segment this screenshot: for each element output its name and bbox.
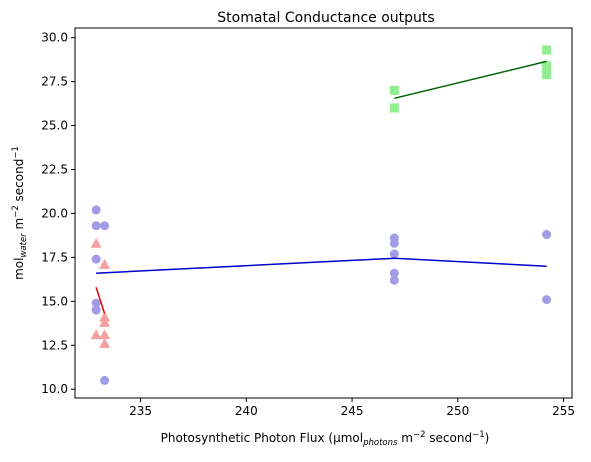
data-point-triangle — [99, 329, 111, 340]
data-point-circle — [389, 268, 399, 278]
x-tick-label: 245 — [341, 404, 364, 418]
x-axis-label: Photosynthetic Photon Flux (μmolphotons … — [161, 430, 490, 448]
x-tick-label: 240 — [235, 404, 258, 418]
data-point-square — [542, 70, 552, 80]
y-tick-label: 22.5 — [41, 162, 68, 176]
trend-line — [95, 287, 106, 314]
data-point-triangle — [99, 258, 111, 269]
data-point-square — [542, 45, 552, 55]
y-tick-label: 27.5 — [41, 75, 68, 89]
data-point-circle — [91, 221, 101, 231]
data-point-triangle — [90, 329, 102, 340]
data-point-circle — [100, 221, 110, 231]
data-point-circle — [389, 275, 399, 285]
data-point-circle — [389, 249, 399, 259]
data-point-triangle — [99, 316, 111, 327]
y-tick-label: 12.5 — [41, 338, 68, 352]
data-point-circle — [542, 230, 552, 240]
data-point-triangle — [90, 237, 102, 248]
y-tick-label: 30.0 — [41, 31, 68, 45]
data-point-square — [389, 103, 399, 113]
y-tick-label: 10.0 — [41, 382, 68, 396]
y-tick-label: 20.0 — [41, 206, 68, 220]
x-axis-ticks: 235 240 245 250 255 — [129, 398, 575, 418]
y-tick-label: 25.0 — [41, 119, 68, 133]
y-tick-label: 17.5 — [41, 250, 68, 264]
x-tick-label: 255 — [552, 404, 575, 418]
y-axis-label: molwater m−2 second−1 — [11, 146, 29, 280]
chart-title: Stomatal Conductance outputs — [217, 10, 434, 26]
data-point-square — [542, 61, 552, 71]
data-point-circle — [91, 305, 101, 315]
y-axis-ticks: 10.0 12.5 15.0 17.5 20.0 22.5 25.0 27.5 30.0 — [41, 31, 75, 396]
data-point-triangle — [99, 338, 111, 348]
x-tick-label: 235 — [129, 404, 152, 418]
plot-frame — [74, 27, 573, 399]
trend-line — [96, 257, 547, 274]
x-tick-label: 250 — [446, 404, 469, 418]
data-point-circle — [91, 298, 101, 308]
series-layer — [90, 45, 552, 385]
data-point-circle — [100, 375, 110, 385]
data-point-circle — [542, 295, 552, 305]
data-point-circle — [91, 205, 101, 215]
y-tick-label: 15.0 — [41, 294, 68, 308]
data-point-square — [389, 85, 399, 95]
data-point-triangle — [99, 311, 111, 322]
data-point-circle — [91, 254, 101, 264]
trend-line — [394, 60, 547, 100]
data-point-circle — [389, 238, 399, 248]
